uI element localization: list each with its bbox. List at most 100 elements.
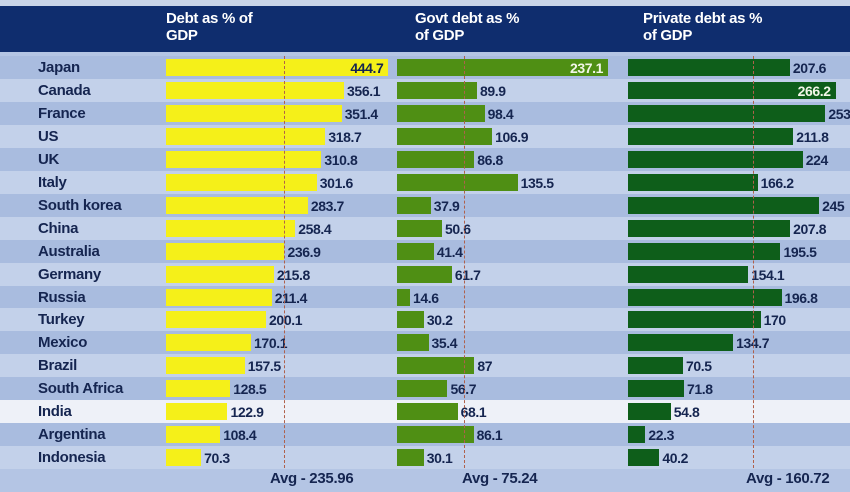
- value-label: 351.4: [344, 105, 378, 122]
- table-row: South Africa 128.5 56.7 71.8: [0, 377, 850, 401]
- value-label: 98.4: [487, 105, 514, 122]
- country-label: Turkey: [38, 311, 85, 329]
- bar-total: [166, 127, 326, 145]
- bar-govt: [397, 150, 475, 168]
- bar-private: [628, 242, 781, 260]
- header-band: Debt as % of GDP Govt debt as % of GDP P…: [0, 6, 850, 52]
- bar-private: [628, 288, 782, 306]
- value-label: 86.1: [476, 427, 503, 444]
- avg-label-govt: Avg - 75.24: [462, 470, 538, 487]
- bar-total: [166, 426, 221, 444]
- table-row: Russia 211.4 14.6 196.8: [0, 285, 850, 309]
- value-label: 253: [828, 105, 850, 122]
- value-label: 157.5: [247, 358, 281, 375]
- bar-govt: [397, 288, 410, 306]
- table-row: Germany 215.8 61.7 154.1: [0, 262, 850, 286]
- bar-govt: [397, 59, 609, 76]
- bar-govt: [397, 81, 477, 99]
- value-label: 245: [822, 197, 845, 214]
- bar-govt: [397, 357, 475, 375]
- table-row: UK 310.8 86.8 224: [0, 147, 850, 171]
- value-label: 22.3: [648, 427, 675, 444]
- value-label: 211.4: [274, 289, 308, 306]
- country-label: South Africa: [38, 380, 124, 398]
- bar-total: [166, 334, 252, 352]
- bar-govt: [397, 104, 485, 122]
- bar-private: [628, 104, 826, 122]
- table-row: Turkey 200.1 30.2 170: [0, 308, 850, 332]
- bar-total: [166, 104, 342, 122]
- country-label: Russia: [38, 288, 86, 306]
- bar-private: [628, 150, 803, 168]
- top-strip: [0, 0, 850, 6]
- value-label: 266.2: [797, 82, 831, 99]
- value-label: 258.4: [298, 220, 332, 237]
- bar-total: [166, 380, 231, 398]
- value-label: 35.4: [431, 335, 458, 352]
- value-label: 196.8: [784, 289, 818, 306]
- bar-private: [628, 403, 671, 421]
- avg-line-govt: [463, 56, 465, 468]
- value-label: 87: [477, 358, 493, 375]
- bar-govt: [397, 127, 493, 145]
- value-label: 200.1: [269, 312, 303, 329]
- value-label: 170.1: [254, 335, 288, 352]
- bar-govt: [397, 334, 429, 352]
- country-label: China: [38, 219, 79, 237]
- table-row: India 122.9 68.1 54.8: [0, 400, 850, 424]
- value-label: 211.8: [796, 128, 829, 145]
- value-label: 128.5: [233, 381, 267, 398]
- country-label: South korea: [38, 196, 122, 214]
- value-label: 108.4: [223, 427, 257, 444]
- value-label: 30.2: [426, 312, 453, 329]
- col1-title: Debt as % of GDP: [166, 10, 253, 44]
- bar-total: [166, 242, 285, 260]
- value-label: 86.8: [477, 151, 503, 168]
- col2-title: Govt debt as % of GDP: [415, 10, 520, 44]
- value-label: 41.4: [436, 243, 463, 260]
- bar-private: [628, 334, 734, 352]
- bar-govt: [397, 219, 443, 237]
- value-label: 170: [763, 312, 787, 329]
- table-row: China 258.4 50.6 207.8: [0, 216, 850, 240]
- table-row: France 351.4 98.4 253: [0, 101, 850, 125]
- country-label: US: [38, 127, 59, 145]
- value-label: 30.1: [426, 450, 453, 467]
- bar-total: [166, 357, 245, 375]
- value-label: 301.6: [319, 174, 353, 191]
- bar-private: [628, 380, 684, 398]
- table-row: Canada 356.1 89.9 266.2: [0, 78, 850, 102]
- bar-private: [628, 59, 790, 76]
- country-label: Argentina: [38, 426, 106, 444]
- avg-label-private: Avg - 160.72: [746, 470, 830, 487]
- value-label: 207.8: [793, 220, 827, 237]
- avg-label-total: Avg - 235.96: [270, 470, 354, 487]
- bar-private: [628, 81, 836, 99]
- value-label: 224: [805, 151, 829, 168]
- value-label: 237.1: [570, 60, 604, 76]
- bar-govt: [397, 173, 518, 191]
- country-label: UK: [38, 150, 60, 168]
- value-label: 89.9: [480, 82, 506, 99]
- bar-govt: [397, 449, 424, 467]
- bar-private: [628, 219, 791, 237]
- bar-govt: [397, 265, 452, 283]
- value-label: 54.8: [673, 404, 700, 421]
- bar-total: [166, 196, 308, 214]
- country-label: France: [38, 104, 86, 122]
- bar-govt: [397, 403, 458, 421]
- table-row: Mexico 170.1 35.4 134.7: [0, 331, 850, 355]
- value-label: 444.7: [350, 60, 384, 76]
- value-label: 56.7: [450, 381, 477, 398]
- bar-total: [166, 219, 296, 237]
- bar-private: [628, 357, 683, 375]
- country-label: Canada: [38, 81, 91, 99]
- value-label: 154.1: [751, 266, 785, 283]
- table-row: US 318.7 106.9 211.8: [0, 124, 850, 148]
- bar-private: [628, 426, 646, 444]
- bar-private: [628, 311, 761, 329]
- value-label: 318.7: [328, 128, 362, 145]
- value-label: 14.6: [412, 289, 439, 306]
- value-label: 50.6: [445, 220, 471, 237]
